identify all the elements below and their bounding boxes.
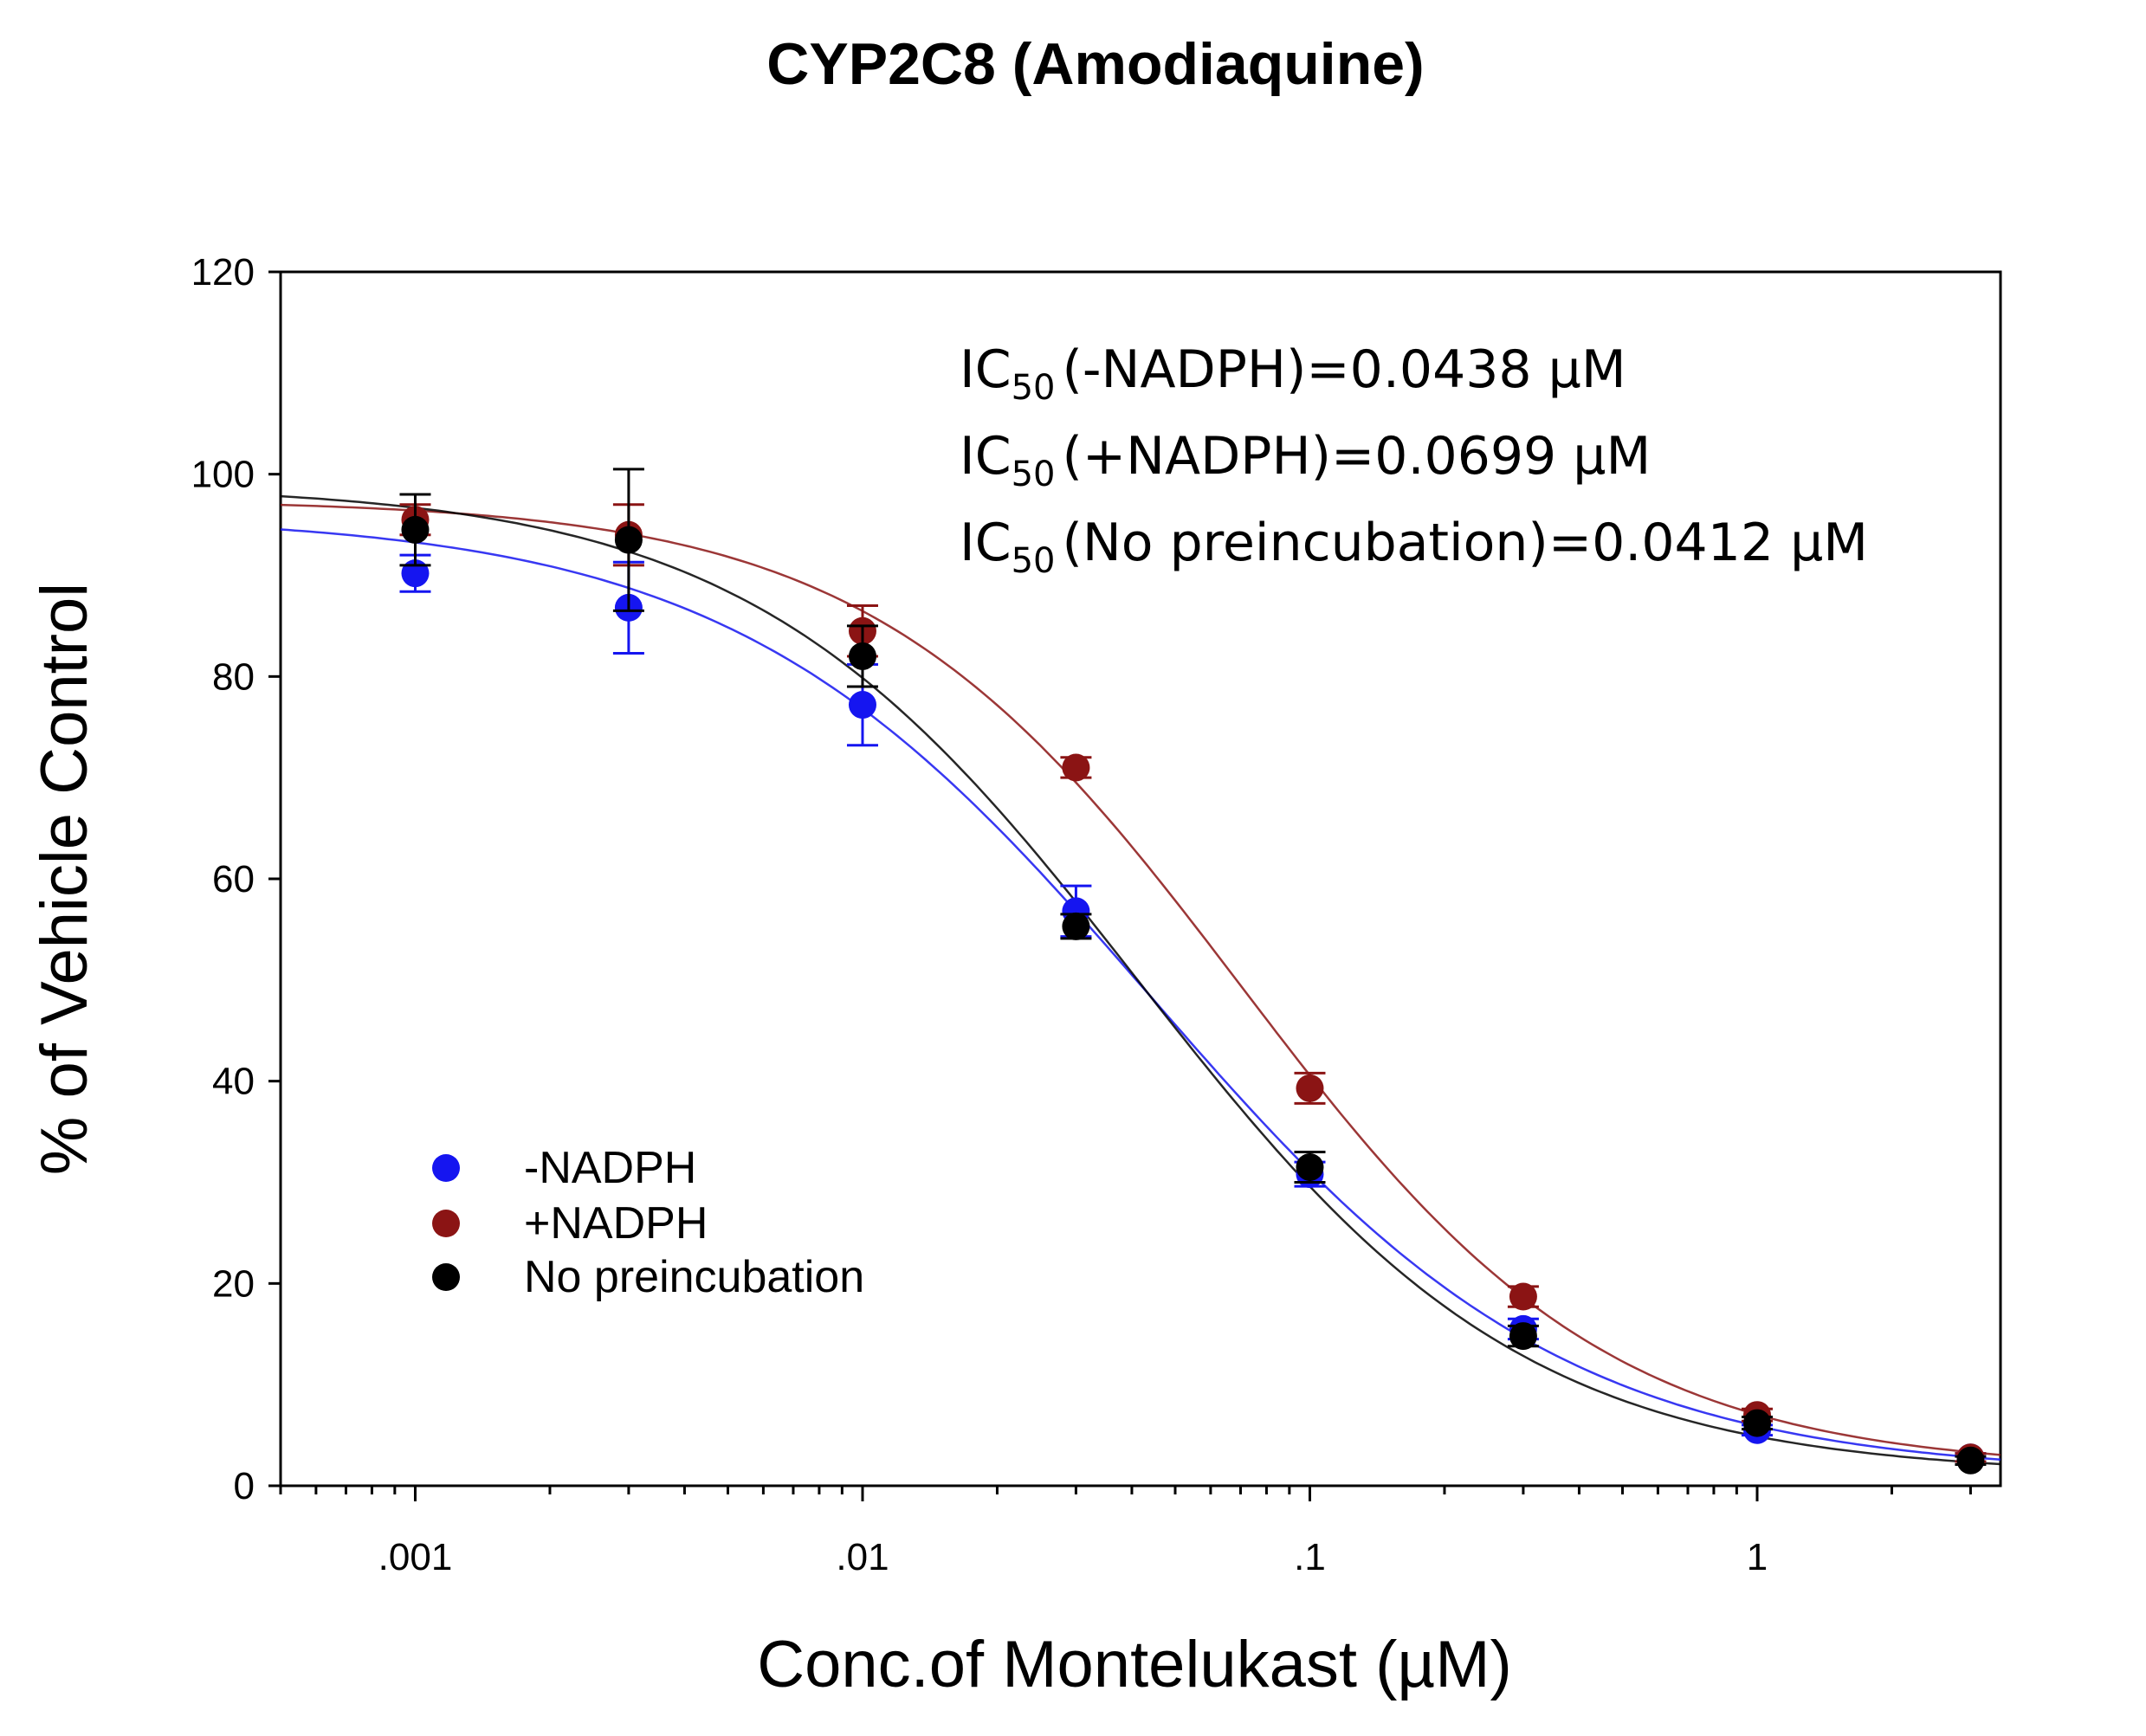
ic50-annotation: IC50 (No preincubation)=0.0412 µM (960, 513, 1868, 581)
y-tick-label: 0 (234, 1465, 255, 1507)
legend-marker (432, 1154, 460, 1182)
legend-label: +NADPH (524, 1198, 708, 1249)
data-point (1296, 1074, 1324, 1102)
chart-title: CYP2C8 (Amodiaquine) (766, 31, 1424, 97)
data-point (848, 642, 876, 670)
data-point (1062, 753, 1090, 782)
y-axis-label: % of Vehicle Control (28, 583, 101, 1175)
x-axis-label: Conc.of Montelukast (µM) (757, 1628, 1512, 1701)
y-tick-label: 120 (191, 251, 255, 294)
data-point (1509, 1282, 1537, 1311)
y-tick-label: 60 (212, 858, 255, 900)
data-point (1062, 912, 1090, 940)
data-point (1956, 1446, 1985, 1475)
ic-subscript: 50 (1012, 368, 1056, 408)
legend-label: -NADPH (524, 1143, 696, 1193)
y-tick-label: 40 (212, 1061, 255, 1103)
ic-value: (-NADPH)=0.0438 µM (1063, 339, 1626, 400)
y-tick-label: 100 (191, 454, 255, 496)
ic-prefix: IC (960, 426, 1012, 487)
data-point (401, 515, 430, 544)
ic-prefix: IC (960, 339, 1012, 400)
ic50-annotation: IC50 (+NADPH)=0.0699 µM (960, 426, 1651, 494)
fit-curve (280, 528, 2001, 1462)
ic-prefix: IC (960, 513, 1012, 573)
data-points (399, 468, 1987, 1475)
data-point (1296, 1152, 1324, 1181)
fit-curve (280, 503, 2001, 1456)
x-tick-label: .001 (378, 1536, 453, 1578)
data-point (1742, 1409, 1771, 1437)
fit-curves (280, 494, 2001, 1466)
legend-marker (432, 1263, 460, 1291)
y-tick-label: 20 (212, 1262, 255, 1305)
data-point (614, 526, 643, 554)
data-point (848, 691, 876, 720)
y-tick-label: 80 (212, 655, 255, 698)
ic-subscript: 50 (1012, 455, 1056, 494)
x-tick-label: .01 (836, 1536, 889, 1578)
legend-label: No preincubation (524, 1252, 864, 1302)
ic-value: (+NADPH)=0.0699 µM (1063, 426, 1652, 487)
data-point (1509, 1322, 1537, 1351)
fit-curve (280, 494, 2001, 1466)
y-axis: 0 20 40 60 80 100 120 (191, 251, 281, 1507)
x-tick-label: .1 (1294, 1536, 1326, 1578)
ic-value: (No preincubation)=0.0412 µM (1063, 513, 1869, 573)
x-axis: .001 .01 .1 1 (279, 1486, 1972, 1578)
ic-subscript: 50 (1012, 541, 1056, 581)
x-tick-label: 1 (1747, 1536, 1768, 1578)
legend-marker (432, 1210, 460, 1237)
ic50-annotation: IC50 (-NADPH)=0.0438 µM (960, 339, 1626, 408)
